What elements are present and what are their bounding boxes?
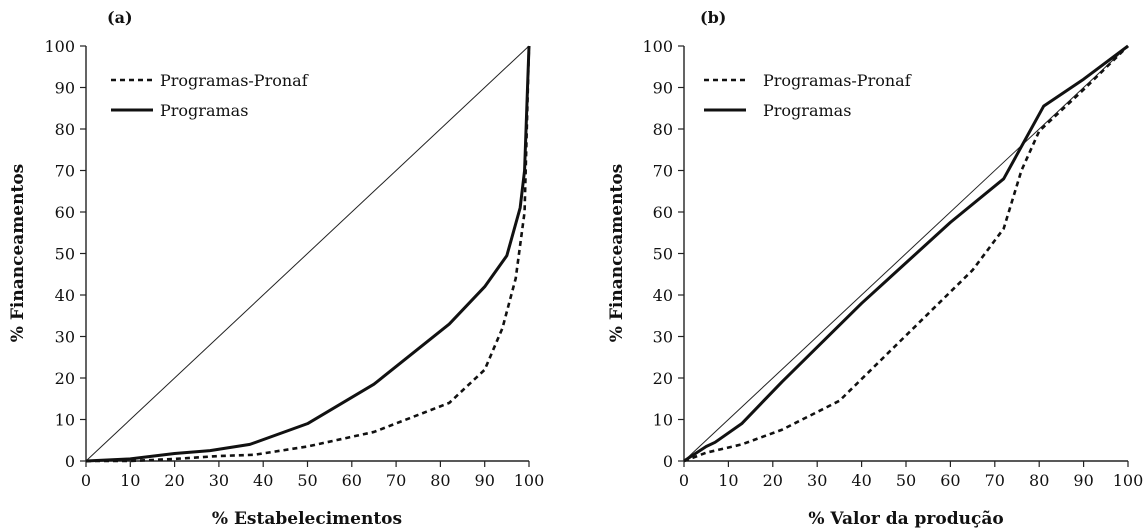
x-tick-label: 50 bbox=[297, 471, 317, 490]
x-tick-label: 40 bbox=[851, 471, 871, 490]
y-tick-label: 80 bbox=[653, 120, 673, 139]
x-tick-label: 10 bbox=[718, 471, 738, 490]
equality-line bbox=[683, 45, 1129, 462]
y-tick-label: 90 bbox=[653, 79, 673, 98]
line-group bbox=[683, 44, 1129, 463]
legend: Programas-Pronaf Programas bbox=[704, 71, 912, 120]
y-tick-label: 0 bbox=[663, 452, 673, 471]
legend-label-programas: Programas bbox=[160, 101, 248, 120]
y-tick-label: 0 bbox=[65, 452, 75, 471]
x-tick-label: 40 bbox=[253, 471, 273, 490]
y-tick-label: 70 bbox=[55, 162, 75, 181]
series-line-programas bbox=[683, 44, 1129, 463]
legend-label-programas-pronaf: Programas-Pronaf bbox=[763, 71, 912, 90]
chart-panel-a: (a) 0 10 20 30 40 50 60 70 80 90 100 0 10 20 30 40 50 60 7… bbox=[8, 8, 544, 529]
series-line-programas bbox=[85, 45, 531, 463]
x-tick-label: 0 bbox=[81, 471, 91, 490]
tick-group: 0 10 20 30 40 50 60 70 80 90 100 0 10 20 30 40 50 60 70 80 9… bbox=[642, 37, 1143, 490]
y-tick-label: 50 bbox=[653, 245, 673, 264]
legend: Programas-Pronaf Programas bbox=[111, 71, 309, 120]
y-tick-label: 90 bbox=[55, 79, 75, 98]
y-axis-title: % Financeamentos bbox=[607, 164, 627, 342]
x-tick-label: 50 bbox=[896, 471, 916, 490]
x-tick-label: 90 bbox=[475, 471, 495, 490]
x-tick-label: 30 bbox=[209, 471, 229, 490]
y-tick-label: 50 bbox=[55, 245, 75, 264]
x-tick-label: 70 bbox=[386, 471, 406, 490]
x-tick-label: 90 bbox=[1073, 471, 1093, 490]
y-tick-label: 20 bbox=[653, 369, 673, 388]
x-axis-title: % Estabelecimentos bbox=[212, 509, 402, 529]
x-tick-label: 80 bbox=[430, 471, 450, 490]
y-tick-label: 10 bbox=[55, 411, 75, 430]
y-tick-label: 30 bbox=[55, 328, 75, 347]
y-tick-label: 40 bbox=[55, 286, 75, 305]
x-tick-label: 10 bbox=[120, 471, 140, 490]
x-tick-label: 20 bbox=[164, 471, 184, 490]
y-tick-label: 10 bbox=[653, 411, 673, 430]
chart-panel-b: (b) 0 10 20 30 40 50 60 70 80 90 100 0 10 20 30 40 50 60 7… bbox=[607, 8, 1143, 529]
x-axis-title: % Valor da produção bbox=[808, 509, 1003, 529]
panel-label-a: (a) bbox=[107, 8, 133, 27]
line-group bbox=[85, 45, 531, 463]
x-tick-label: 80 bbox=[1029, 471, 1049, 490]
x-tick-label: 60 bbox=[342, 471, 362, 490]
y-tick-label: 70 bbox=[653, 162, 673, 181]
legend-label-programas-pronaf: Programas-Pronaf bbox=[160, 71, 309, 90]
series-line-programas-pronaf bbox=[683, 45, 1129, 463]
x-tick-label: 20 bbox=[763, 471, 783, 490]
y-tick-label: 40 bbox=[653, 286, 673, 305]
x-tick-label: 0 bbox=[679, 471, 689, 490]
y-tick-label: 20 bbox=[55, 369, 75, 388]
series-line-programas-pronaf bbox=[86, 45, 531, 463]
x-tick-label: 30 bbox=[807, 471, 827, 490]
y-tick-label: 100 bbox=[642, 37, 673, 56]
x-tick-label: 100 bbox=[1113, 471, 1144, 490]
x-tick-label: 60 bbox=[940, 471, 960, 490]
tick-group: 0 10 20 30 40 50 60 70 80 90 100 0 10 20 30 40 50 60 70 80 9… bbox=[44, 37, 544, 490]
legend-label-programas: Programas bbox=[763, 101, 851, 120]
x-tick-label: 70 bbox=[985, 471, 1005, 490]
y-tick-label: 30 bbox=[653, 328, 673, 347]
y-axis-title: % Financeamentos bbox=[8, 164, 28, 342]
y-tick-label: 60 bbox=[653, 203, 673, 222]
panel-label-b: (b) bbox=[700, 8, 726, 27]
x-tick-label: 100 bbox=[514, 471, 545, 490]
y-tick-label: 100 bbox=[44, 37, 75, 56]
y-tick-label: 60 bbox=[55, 203, 75, 222]
equality-line bbox=[85, 45, 530, 462]
y-tick-label: 80 bbox=[55, 120, 75, 139]
